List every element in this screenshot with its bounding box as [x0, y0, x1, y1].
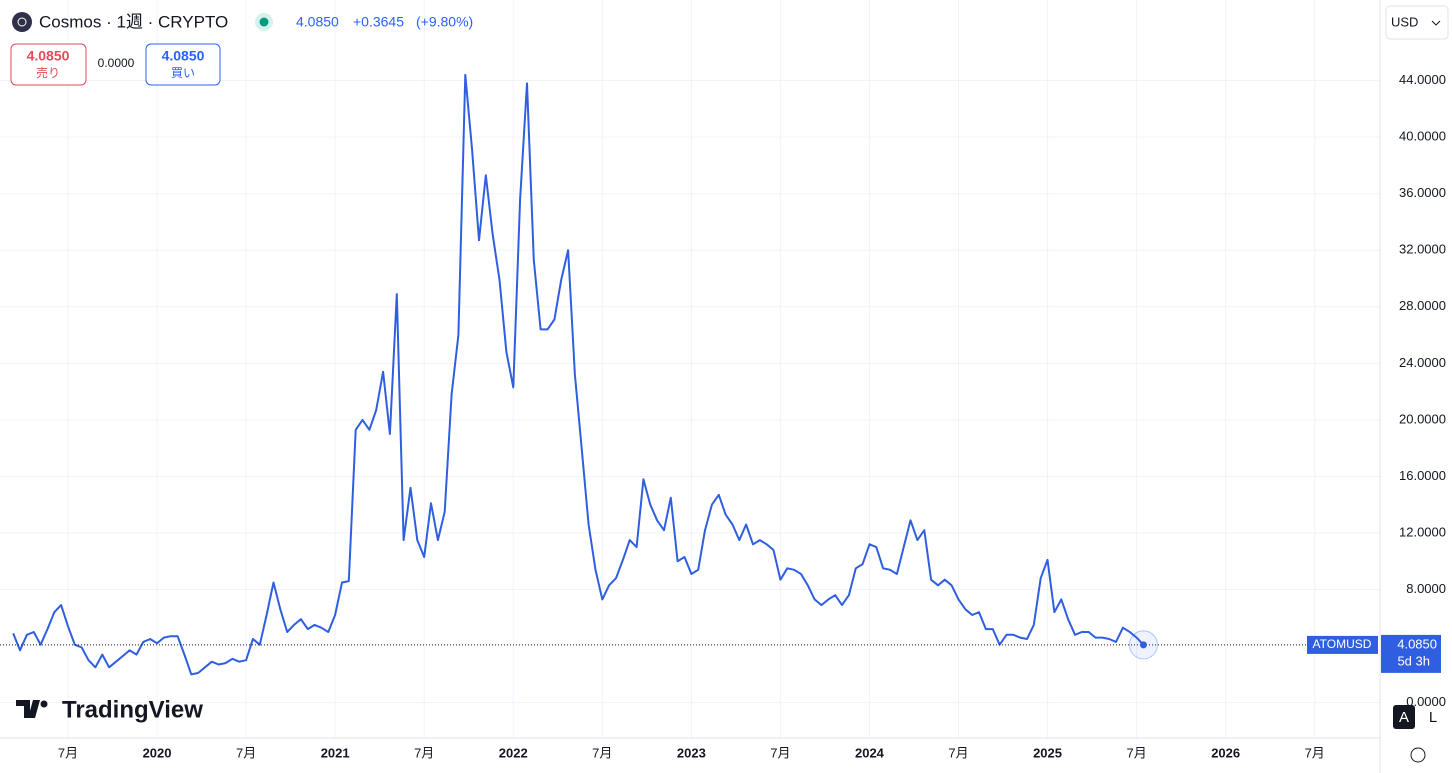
x-tick-label: 7月 [948, 745, 968, 760]
line [12, 73, 1145, 676]
auto-label: A [1399, 709, 1409, 726]
y-tick-label: 40.0000 [1399, 129, 1446, 144]
y-tick-label: 32.0000 [1399, 242, 1446, 257]
chart-title: Cosmos · 1週 · CRYPTO [39, 12, 228, 31]
x-tick-label: 7月 [58, 745, 78, 760]
change-pct: (+9.80%) [416, 14, 473, 30]
countdown: 5d 3h [1397, 653, 1430, 668]
price: 4.0850 [296, 14, 339, 30]
x-axis: 7月 2020 7月 2021 7月 2022 7月 2023 7月 2024 7月 2025 7月 20… [58, 745, 1325, 760]
series-label-box [1307, 635, 1378, 654]
y-axis: 0.0000 8.0000 12.0000 16.0000 20.0000 24.0000… [1381, 72, 1446, 709]
settings-icon[interactable] [1410, 747, 1426, 763]
y-tick-label: 0.0000 [1406, 694, 1446, 709]
x-tick-label: 7月 [1126, 745, 1146, 760]
x-tick-label: 2022 [499, 745, 528, 760]
x-tick-label: 2023 [677, 745, 706, 760]
x-tick-label: 7月 [592, 745, 612, 760]
x-tick-label: 2021 [321, 745, 350, 760]
buy-price: 4.0850 [162, 48, 205, 64]
auto-button[interactable] [1393, 705, 1415, 729]
logo-icon [40, 700, 48, 708]
y-tick-label: 28.0000 [1399, 298, 1446, 313]
log-label[interactable]: L [1429, 709, 1437, 726]
y-tick-label: 16.0000 [1399, 468, 1446, 483]
spread: 0.0000 [98, 56, 135, 70]
last-point [1139, 641, 1147, 649]
symbol-icon [12, 12, 32, 32]
x-tick-label: 2026 [1211, 745, 1240, 760]
currency-select[interactable] [1385, 5, 1449, 40]
logo-icon [16, 700, 40, 718]
sell-button[interactable] [10, 43, 87, 86]
sell-label: 売り [36, 65, 60, 80]
x-tick-label: 7月 [1305, 745, 1325, 760]
y-tick-label: 12.0000 [1399, 524, 1446, 539]
symbol-icon [17, 17, 27, 27]
x-tick-label: 2025 [1033, 745, 1062, 760]
grid [0, 0, 1380, 738]
y-tick-label: 8.0000 [1406, 581, 1446, 596]
price-label-box [1381, 634, 1441, 673]
series-label: ATOMUSD [1313, 637, 1372, 651]
change: +0.3645 [353, 14, 404, 30]
y-tick-label: 36.0000 [1399, 185, 1446, 200]
plot: ATOMUSD [0, 73, 1380, 676]
x-tick-label: 7月 [414, 745, 434, 760]
y-tick-label: 20.0000 [1399, 411, 1446, 426]
status-dot [259, 17, 269, 27]
currency: USD [1391, 14, 1418, 29]
y-tick-label: 24.0000 [1399, 355, 1446, 370]
buy-button[interactable] [145, 43, 221, 86]
x-tick-label: 7月 [236, 745, 256, 760]
sell-price: 4.0850 [27, 48, 70, 64]
dropdown-arrow [1431, 20, 1441, 26]
price-label: 4.0850 [1397, 636, 1437, 651]
y-tick-label: 44.0000 [1399, 72, 1446, 87]
x-tick-label: 2024 [855, 745, 885, 760]
logo: TradingView [62, 696, 203, 723]
x-tick-label: 7月 [770, 745, 790, 760]
buy-label: 買い [171, 66, 195, 80]
x-tick-label: 2020 [143, 745, 172, 760]
